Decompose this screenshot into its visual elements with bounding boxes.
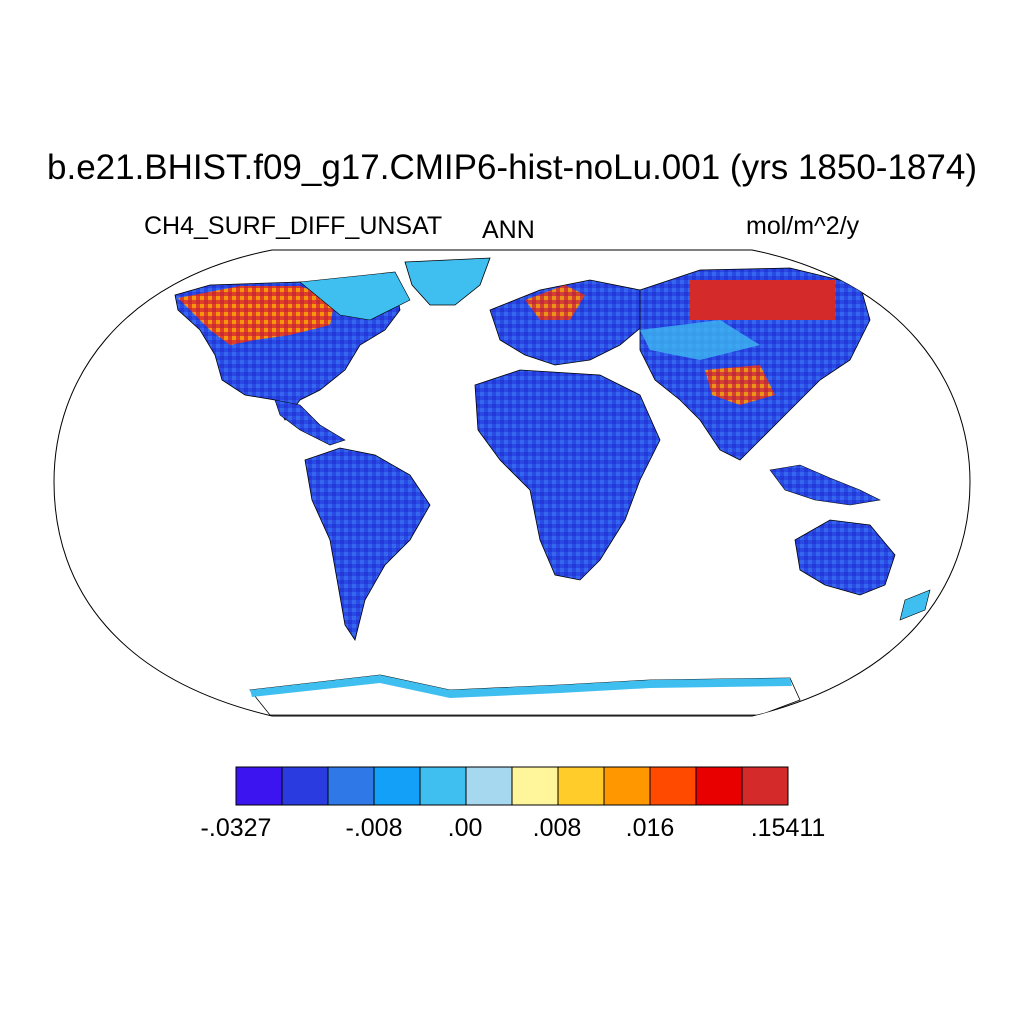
season-label: ANN <box>482 216 535 244</box>
colorbar-label-5: .15411 <box>750 814 826 842</box>
land-africa <box>474 369 661 581</box>
map-title: b.e21.BHIST.f09_g17.CMIP6-hist-noLu.001 … <box>47 148 977 187</box>
light-canada-arctic <box>299 271 411 321</box>
colorbar-label-0: -.0327 <box>200 814 272 842</box>
colorbar-label-4: .016 <box>625 814 675 842</box>
colorbar-label-2: .00 <box>447 814 483 842</box>
land-maritime-se-asia <box>769 464 881 506</box>
warm-siberia <box>690 280 835 320</box>
colorbar-label-3: .008 <box>532 814 582 842</box>
land-greenland <box>404 257 491 306</box>
warm-scandinavia <box>525 285 585 320</box>
land-new-zealand <box>899 589 931 621</box>
warm-east-asia <box>705 365 775 405</box>
units-label: mol/m^2/y <box>746 212 860 240</box>
land-south-america <box>304 447 431 641</box>
antarctica-coast-tint <box>250 675 792 698</box>
light-central-asia <box>640 320 760 360</box>
colorbar-label-1: -.008 <box>345 814 403 842</box>
variable-label: CH4_SURF_DIFF_UNSAT <box>144 212 443 240</box>
land-australia <box>794 519 896 596</box>
warm-alaska-canada <box>178 286 335 345</box>
land-central-america <box>274 399 346 446</box>
